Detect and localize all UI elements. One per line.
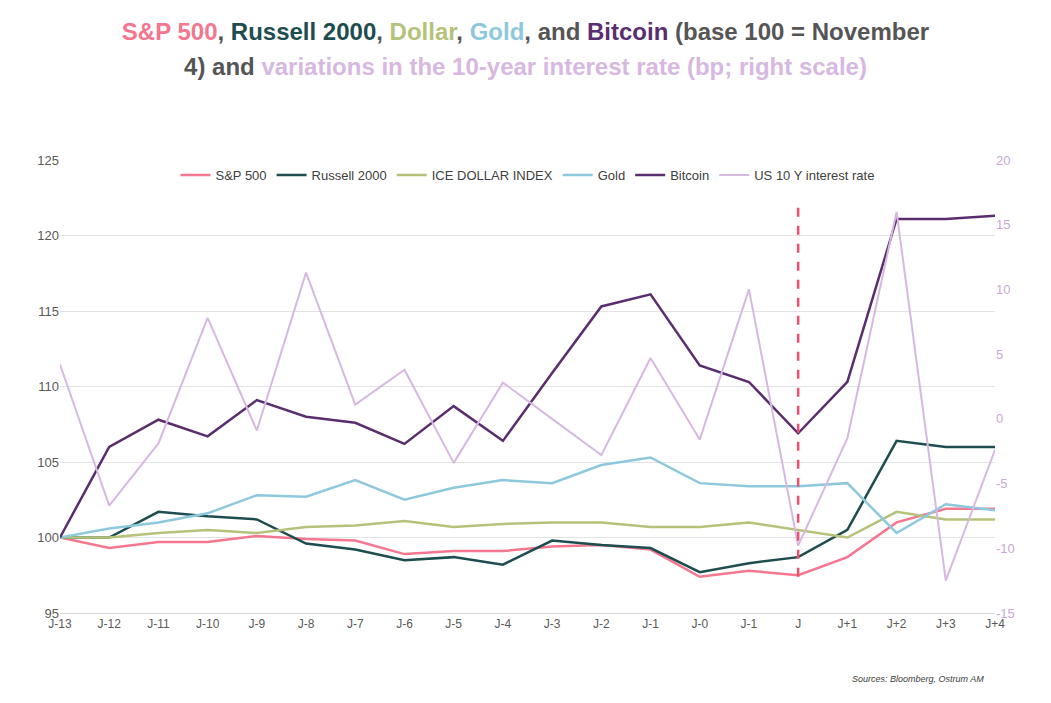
svg-text:120: 120 <box>37 228 59 243</box>
svg-text:J-2: J-2 <box>593 617 610 631</box>
svg-text:J-6: J-6 <box>396 617 413 631</box>
svg-text:J-12: J-12 <box>98 617 122 631</box>
svg-text:J-11: J-11 <box>147 617 170 631</box>
svg-text:US 10 Y interest rate: US 10 Y interest rate <box>754 168 874 183</box>
svg-text:105: 105 <box>37 455 59 470</box>
svg-text:J-1: J-1 <box>642 617 659 631</box>
svg-text:125: 125 <box>37 153 59 168</box>
svg-text:J-5: J-5 <box>445 617 462 631</box>
svg-text:95: 95 <box>45 606 59 621</box>
svg-text:-5: -5 <box>996 476 1008 491</box>
html-text:S&P 500, Russell 2000, Dollar,: S&P 500, Russell 2000, Dollar, Gold, and… <box>121 18 930 80</box>
svg-text:J-0: J-0 <box>691 617 708 631</box>
svg-text:115: 115 <box>38 304 59 319</box>
svg-text:J+2: J+2 <box>887 617 907 631</box>
svg-text:J-1: J-1 <box>741 617 758 631</box>
svg-text:S&P 500: S&P 500 <box>216 168 267 183</box>
svg-text:J-9: J-9 <box>249 617 266 631</box>
svg-text:J-4: J-4 <box>495 617 512 631</box>
svg-text:-15: -15 <box>996 606 1015 621</box>
svg-text:Bitcoin: Bitcoin <box>670 168 709 183</box>
svg-text:5: 5 <box>996 347 1003 362</box>
svg-text:J-7: J-7 <box>347 617 364 631</box>
svg-text:-10: -10 <box>996 541 1015 556</box>
svg-text:J+4: J+4 <box>985 617 1005 631</box>
svg-text:20: 20 <box>996 153 1010 168</box>
svg-text:J-10: J-10 <box>196 617 220 631</box>
svg-text:ICE DOLLAR INDEX: ICE DOLLAR INDEX <box>432 168 553 183</box>
svg-text:0: 0 <box>996 411 1003 426</box>
svg-text:J: J <box>795 617 801 631</box>
svg-text:Sources: Bloomberg, Ostrum AM: Sources: Bloomberg, Ostrum AM <box>852 674 984 684</box>
svg-text:J+3: J+3 <box>936 617 956 631</box>
svg-text:J+1: J+1 <box>838 617 858 631</box>
svg-text:100: 100 <box>37 530 59 545</box>
svg-text:Russell 2000: Russell 2000 <box>312 168 387 183</box>
svg-text:J-3: J-3 <box>544 617 561 631</box>
svg-text:Gold: Gold <box>598 168 625 183</box>
svg-text:10: 10 <box>996 282 1010 297</box>
svg-text:15: 15 <box>996 217 1010 232</box>
svg-text:J-13: J-13 <box>48 617 72 631</box>
svg-text:110: 110 <box>38 379 59 394</box>
svg-text:J-8: J-8 <box>298 617 315 631</box>
